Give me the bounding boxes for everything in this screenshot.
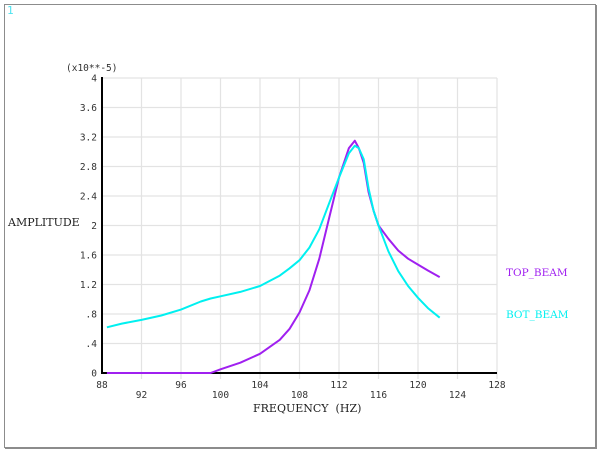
grid-lines	[102, 77, 498, 379]
series-line-bot-beam	[106, 144, 441, 329]
x-tick-label: 96	[175, 380, 187, 391]
y-tick-label: 3.2	[80, 133, 97, 144]
x-tick-label: 88	[96, 380, 108, 391]
legend-entry-top-beam: TOP_BEAM	[506, 267, 568, 279]
x-tick-label: 108	[291, 390, 308, 401]
x-tick-label: 92	[136, 390, 147, 401]
y-tick-label: 4	[91, 74, 97, 85]
data-series	[106, 139, 441, 374]
y-tick-label: 1.6	[80, 251, 97, 262]
y-tick-label: 2	[91, 221, 97, 232]
y-tick-label: 1.2	[80, 280, 97, 291]
x-tick-label: 124	[449, 390, 466, 401]
x-tick-labels: 88 92 96 100 104 108 112 116 120 124 128	[96, 380, 506, 401]
legend-entry-bot-beam: BOT_BEAM	[506, 309, 569, 321]
y-tick-label: .8	[86, 310, 98, 321]
series-line-top-beam	[106, 139, 441, 374]
legend: TOP_BEAM BOT_BEAM	[506, 267, 569, 321]
y-tick-label: 3.6	[80, 103, 97, 114]
y-tick-label: 0	[91, 369, 97, 380]
y-multiplier-label: (x10**-5)	[66, 63, 117, 74]
x-tick-label: 112	[330, 380, 347, 391]
y-axis-label: AMPLITUDE	[7, 216, 80, 229]
x-tick-label: 120	[409, 380, 426, 391]
x-tick-label: 128	[488, 380, 505, 391]
y-tick-label: 2.8	[80, 162, 97, 173]
window-number: 1	[7, 4, 14, 17]
y-tick-labels: 0 .4 .8 1.2 1.6 2 2.4 2.8 3.2 3.6 4	[80, 74, 97, 380]
x-axis-label: FREQUENCY (HZ)	[253, 402, 361, 415]
y-tick-label: 2.4	[80, 192, 97, 203]
x-tick-label: 104	[251, 380, 268, 391]
y-tick-label: .4	[86, 339, 98, 350]
x-tick-label: 100	[212, 390, 229, 401]
x-tick-label: 116	[370, 390, 387, 401]
